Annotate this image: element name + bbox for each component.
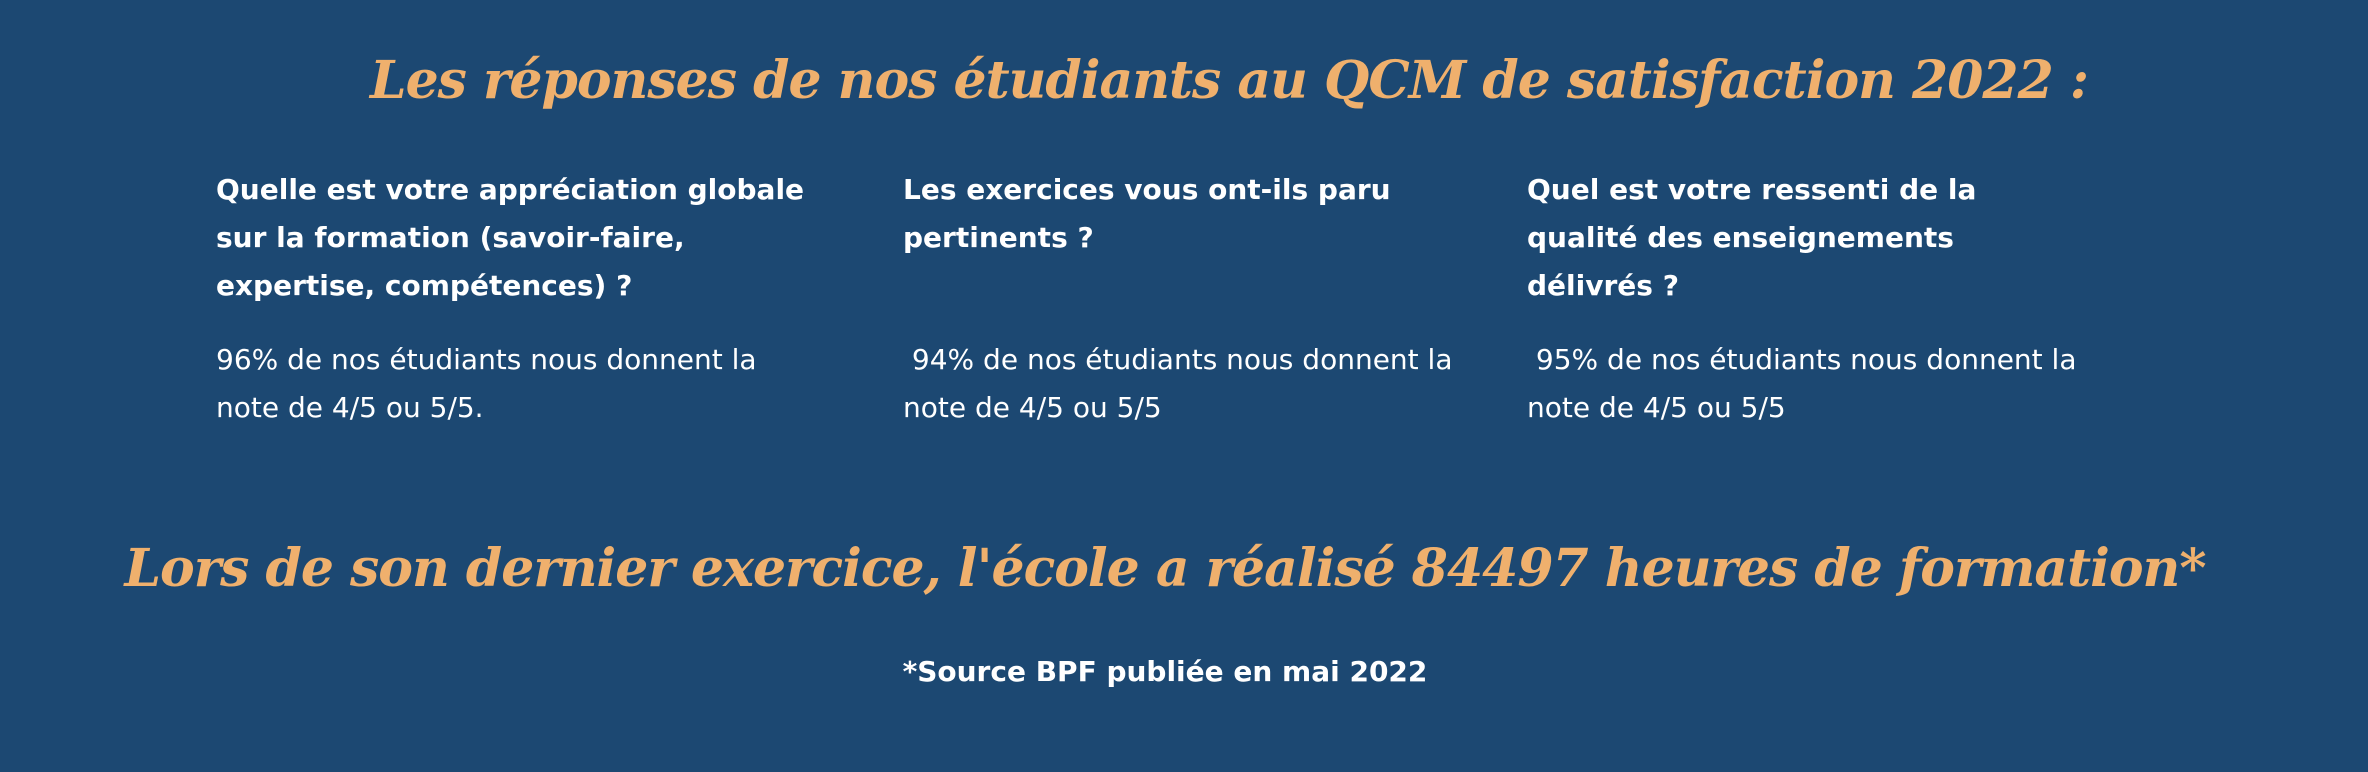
question-text: Les exercices vous ont-ils paru pertinen… (903, 173, 1391, 254)
page-title: Les réponses de nos étudiants au QCM de … (370, 50, 2089, 111)
answer-text: 94% de nos étudiants nous donnent la not… (903, 343, 1462, 424)
question-text: Quel est votre ressenti de la qualité de… (1527, 173, 1977, 302)
survey-question-block: Quel est votre ressenti de la qualité de… (1527, 166, 2087, 432)
answer-text: 96% de nos étudiants nous donnent la not… (216, 343, 766, 424)
answer-text: 95% de nos étudiants nous donnent la not… (1527, 343, 2086, 424)
question-text: Quelle est votre appréciation globale su… (216, 173, 805, 302)
source-footnote: *Source BPF publiée en mai 2022 (902, 655, 1428, 688)
survey-question-block: Quelle est votre appréciation globale su… (216, 166, 826, 432)
training-hours-statement: Lors de son dernier exercice, l'école a … (124, 538, 2206, 599)
survey-question-block: Les exercices vous ont-ils paru pertinen… (903, 166, 1463, 432)
